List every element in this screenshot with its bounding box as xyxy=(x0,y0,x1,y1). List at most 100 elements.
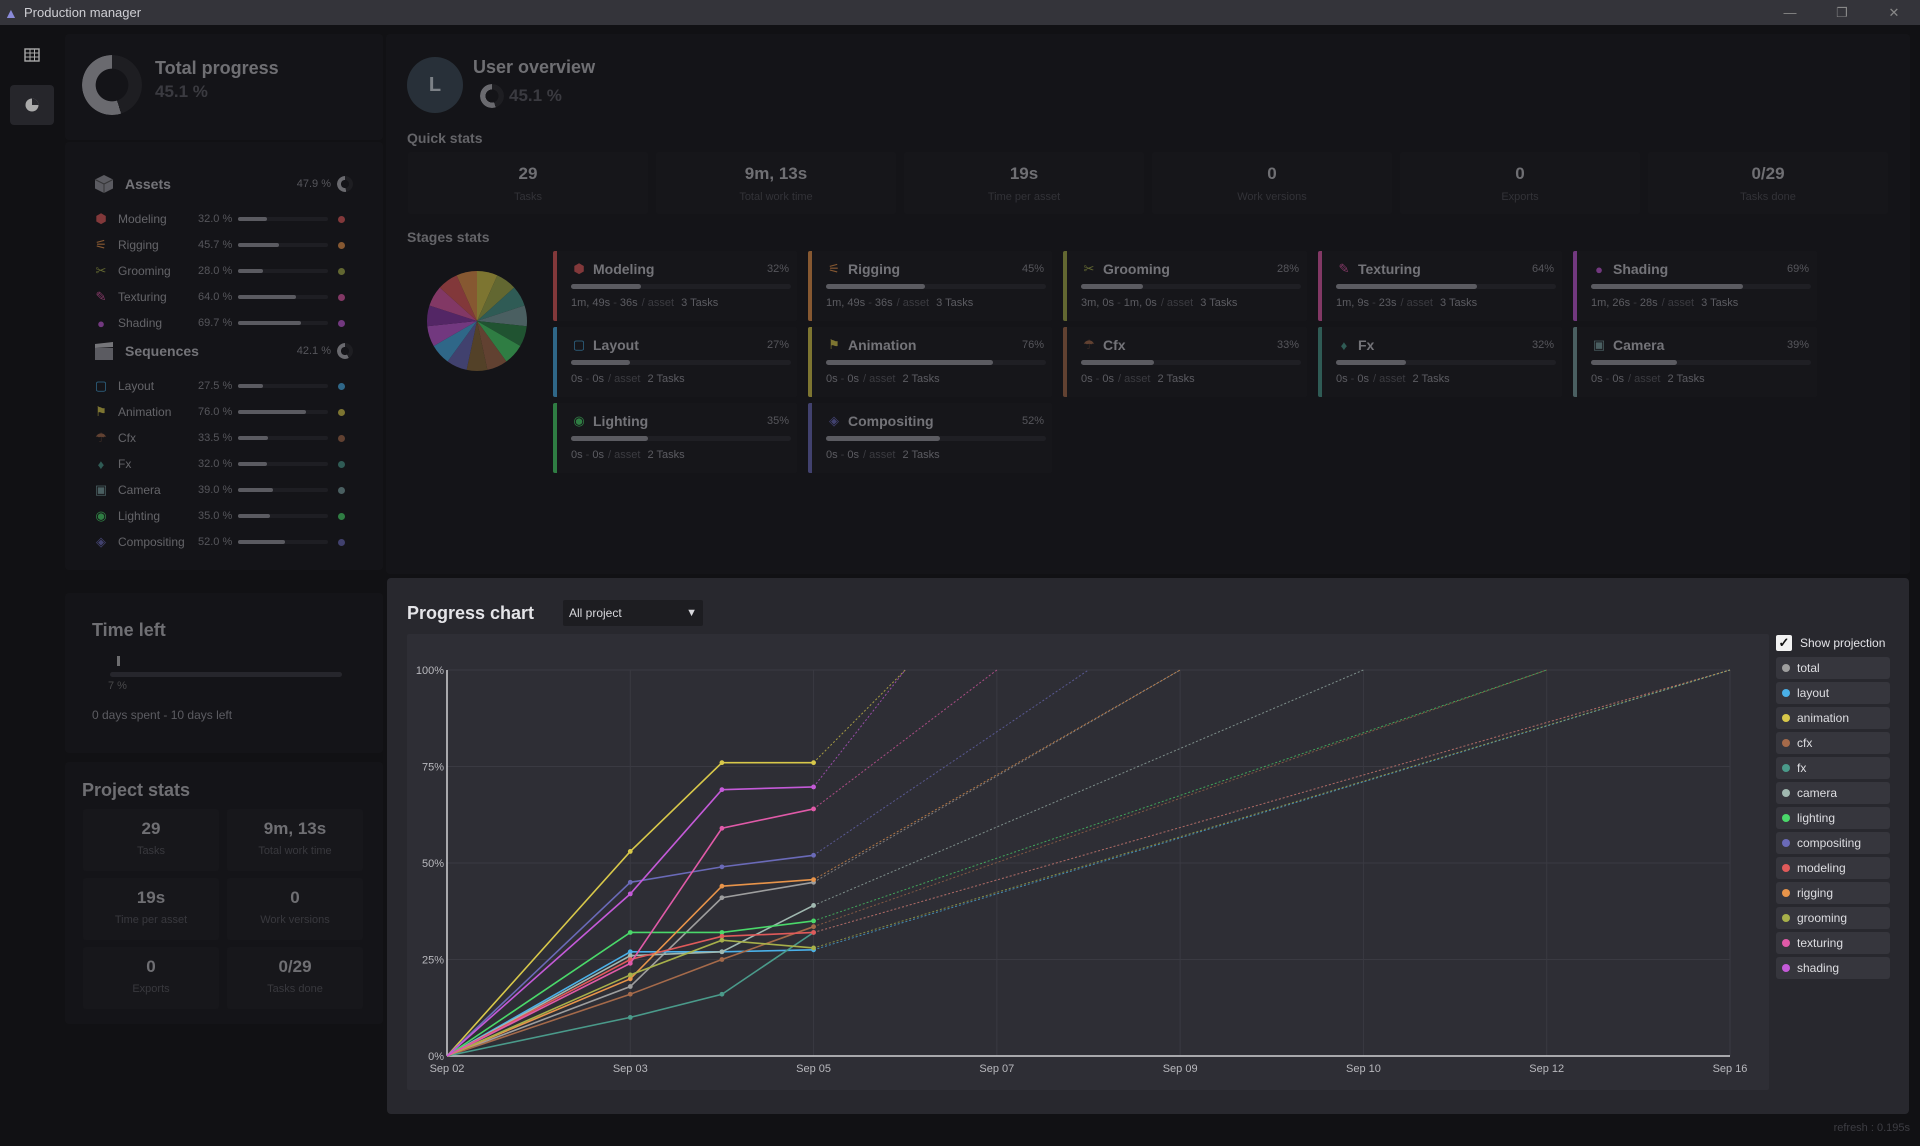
minimize-icon[interactable]: — xyxy=(1783,5,1797,20)
stage-name: Grooming xyxy=(118,264,171,278)
legend-item-camera[interactable]: camera xyxy=(1776,782,1890,804)
data-point-compositing[interactable] xyxy=(811,852,816,858)
data-point-animation[interactable] xyxy=(627,849,633,854)
legend-item-animation[interactable]: animation xyxy=(1776,707,1890,729)
project-filter-select[interactable]: All project ▼ xyxy=(563,600,703,626)
legend-item-rigging[interactable]: rigging xyxy=(1776,882,1890,904)
data-point-rigging[interactable] xyxy=(627,976,633,982)
separator: - xyxy=(1114,297,1124,309)
data-point-layout[interactable] xyxy=(627,949,633,955)
stage-row-shading[interactable]: ● Shading 69.7 % xyxy=(93,314,355,332)
nav-chart-button[interactable] xyxy=(10,85,54,125)
legend-item-compositing[interactable]: compositing xyxy=(1776,832,1890,854)
nav-table-button[interactable] xyxy=(10,35,54,75)
stage-card-unit: / asset xyxy=(896,297,930,309)
stage-card-rigging[interactable]: ⚟ Rigging 45% 1m, 49s - 36s / asset 3 Tasks xyxy=(808,251,1052,321)
stage-card-shading[interactable]: ● Shading 69% 1m, 26s - 28s / asset 3 Tasks xyxy=(1573,251,1817,321)
data-point-lighting[interactable] xyxy=(719,930,725,935)
data-point-fx[interactable] xyxy=(719,991,725,997)
legend-item-fx[interactable]: fx xyxy=(1776,757,1890,779)
data-point-rigging[interactable] xyxy=(719,883,725,889)
stage-row-cfx[interactable]: ☂ Cfx 33.5 % xyxy=(93,429,355,447)
series-line-rigging xyxy=(446,878,814,1057)
data-point-animation[interactable] xyxy=(719,760,725,766)
stage-card-layout[interactable]: ▢ Layout 27% 0s - 0s / asset 2 Tasks xyxy=(553,327,797,397)
bomb-icon: ♦ xyxy=(1340,337,1348,353)
data-point-total[interactable] xyxy=(719,895,725,901)
data-point-texturing[interactable] xyxy=(719,825,725,831)
data-point-cfx[interactable] xyxy=(627,991,633,997)
data-point-grooming[interactable] xyxy=(627,972,633,978)
runner-icon: ⚑ xyxy=(95,404,107,419)
sequences-group-header[interactable]: Sequences 42.1 % xyxy=(93,340,353,362)
stage-card-info: 1m, 49s - 36s / asset 3 Tasks xyxy=(571,297,718,309)
quick-stat-label: Tasks done xyxy=(1740,191,1796,203)
data-point-camera[interactable] xyxy=(719,949,725,955)
stage-card-cfx[interactable]: ☂ Cfx 33% 0s - 0s / asset 2 Tasks xyxy=(1063,327,1307,397)
legend-item-grooming[interactable]: grooming xyxy=(1776,907,1890,929)
data-point-animation[interactable] xyxy=(811,760,816,766)
stage-row-rigging[interactable]: ⚟ Rigging 45.7 % xyxy=(93,236,355,254)
data-point-total[interactable] xyxy=(627,984,633,989)
quick-stat-tile: 0 Work versions xyxy=(1152,152,1392,214)
data-point-lighting[interactable] xyxy=(811,918,816,924)
stage-card-modeling[interactable]: ⬢ Modeling 32% 1m, 49s - 36s / asset 3 Tasks xyxy=(553,251,797,321)
projection-line-total xyxy=(813,669,1181,883)
stage-card-camera[interactable]: ▣ Camera 39% 0s - 0s / asset 2 Tasks xyxy=(1573,327,1817,397)
data-point-shading[interactable] xyxy=(627,891,633,897)
data-point-shading[interactable] xyxy=(811,784,816,790)
stage-row-modeling[interactable]: ⬢ Modeling 32.0 % xyxy=(93,210,355,228)
data-point-shading[interactable] xyxy=(719,787,725,793)
show-projection-checkbox[interactable]: ✓ Show projection xyxy=(1776,634,1890,652)
data-point-grooming[interactable] xyxy=(719,937,725,943)
stage-row-camera[interactable]: ▣ Camera 39.0 % xyxy=(93,481,355,499)
stage-row-grooming[interactable]: ✂ Grooming 28.0 % xyxy=(93,262,355,280)
window-title: Production manager xyxy=(24,5,142,20)
layout-icon: ▢ xyxy=(572,337,586,352)
stage-card-total-time: 0s xyxy=(571,449,583,461)
stage-card-lighting[interactable]: ◉ Lighting 35% 0s - 0s / asset 2 Tasks xyxy=(553,403,797,473)
legend-item-layout[interactable]: layout xyxy=(1776,682,1890,704)
legend-item-total[interactable]: total xyxy=(1776,657,1890,679)
stage-card-grooming[interactable]: ✂ Grooming 28% 3m, 0s - 1m, 0s / asset 3 Tas… xyxy=(1063,251,1307,321)
stage-card-tasks: 3 Tasks xyxy=(681,297,719,309)
data-point-compositing[interactable] xyxy=(719,864,725,870)
data-point-cfx[interactable] xyxy=(811,924,816,930)
stage-card-fx[interactable]: ♦ Fx 32% 0s - 0s / asset 2 Tasks xyxy=(1318,327,1562,397)
data-point-camera[interactable] xyxy=(627,953,633,959)
restore-icon[interactable]: ❐ xyxy=(1836,5,1848,20)
stage-card-info: 0s - 0s / asset 2 Tasks xyxy=(1336,373,1450,385)
stage-card-animation[interactable]: ⚑ Animation 76% 0s - 0s / asset 2 Tasks xyxy=(808,327,1052,397)
stage-card-total-time: 1m, 26s xyxy=(1591,297,1631,309)
stage-row-fx[interactable]: ♦ Fx 32.0 % xyxy=(93,455,355,473)
data-point-grooming[interactable] xyxy=(811,945,816,951)
legend-item-lighting[interactable]: lighting xyxy=(1776,807,1890,829)
stage-card-compositing[interactable]: ◈ Compositing 52% 0s - 0s / asset 2 Tasks xyxy=(808,403,1052,473)
stage-card-info: 1m, 49s - 36s / asset 3 Tasks xyxy=(826,297,973,309)
stage-row-layout[interactable]: ▢ Layout 27.5 % xyxy=(93,377,355,395)
data-point-rigging[interactable] xyxy=(811,877,816,882)
data-point-texturing[interactable] xyxy=(627,960,633,966)
stage-row-animation[interactable]: ⚑ Animation 76.0 % xyxy=(93,403,355,421)
close-icon[interactable]: ✕ xyxy=(1888,5,1900,20)
stage-row-compositing[interactable]: ◈ Compositing 52.0 % xyxy=(93,533,355,551)
legend-item-cfx[interactable]: cfx xyxy=(1776,732,1890,754)
stage-progress-fill xyxy=(238,295,296,299)
legend-item-shading[interactable]: shading xyxy=(1776,957,1890,979)
data-point-lighting[interactable] xyxy=(627,930,633,935)
legend-item-modeling[interactable]: modeling xyxy=(1776,857,1890,879)
stage-card-name: Layout xyxy=(593,337,639,353)
data-point-cfx[interactable] xyxy=(719,957,725,962)
data-point-camera[interactable] xyxy=(811,903,816,908)
data-point-compositing[interactable] xyxy=(627,879,633,885)
stage-row-texturing[interactable]: ✎ Texturing 64.0 % xyxy=(93,288,355,306)
data-point-modeling[interactable] xyxy=(719,933,725,939)
stage-card-texturing[interactable]: ✎ Texturing 64% 1m, 9s - 23s / asset 3 Tasks xyxy=(1318,251,1562,321)
data-point-texturing[interactable] xyxy=(811,806,816,812)
data-point-modeling[interactable] xyxy=(811,930,816,935)
stage-card-track xyxy=(1336,284,1556,289)
stage-row-lighting[interactable]: ◉ Lighting 35.0 % xyxy=(93,507,355,525)
assets-group-header[interactable]: Assets 47.9 % xyxy=(93,173,353,195)
data-point-fx[interactable] xyxy=(627,1015,633,1020)
legend-item-texturing[interactable]: texturing xyxy=(1776,932,1890,954)
